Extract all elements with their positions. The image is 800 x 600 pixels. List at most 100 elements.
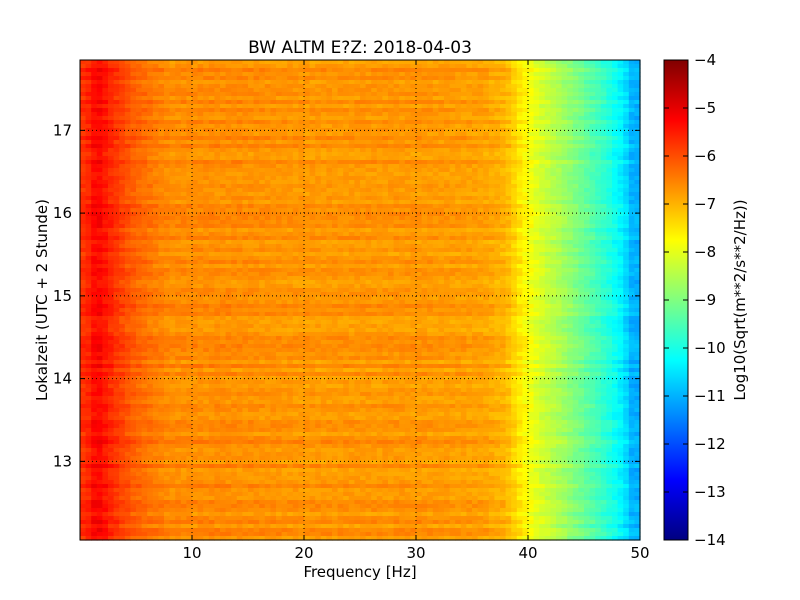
heatmap-cell bbox=[186, 228, 193, 233]
heatmap-cell bbox=[488, 184, 495, 189]
heatmap-cell bbox=[488, 144, 495, 149]
heatmap-cell bbox=[628, 60, 635, 65]
heatmap-cell bbox=[180, 184, 187, 189]
heatmap-cell bbox=[421, 236, 428, 241]
heatmap-cell bbox=[388, 220, 395, 225]
heatmap-cell bbox=[472, 192, 479, 197]
heatmap-cell bbox=[337, 112, 344, 117]
heatmap-cell bbox=[298, 220, 305, 225]
heatmap-cell bbox=[511, 144, 518, 149]
heatmap-cell bbox=[561, 96, 568, 101]
heatmap-cell bbox=[108, 228, 115, 233]
heatmap-cell bbox=[259, 152, 266, 157]
heatmap-cell bbox=[628, 100, 635, 105]
heatmap-cell bbox=[382, 88, 389, 93]
heatmap-cell bbox=[539, 208, 546, 213]
heatmap-cell bbox=[544, 160, 551, 165]
heatmap-cell bbox=[287, 240, 294, 245]
heatmap-cell bbox=[477, 120, 484, 125]
heatmap-cell bbox=[180, 164, 187, 169]
heatmap-cell bbox=[612, 200, 619, 205]
heatmap-cell bbox=[348, 192, 355, 197]
heatmap-cell bbox=[399, 132, 406, 137]
heatmap-cell bbox=[276, 192, 283, 197]
heatmap-cell bbox=[315, 160, 322, 165]
heatmap-cell bbox=[292, 100, 299, 105]
heatmap-cell bbox=[589, 92, 596, 97]
heatmap-cell bbox=[567, 60, 574, 65]
heatmap-cell bbox=[404, 180, 411, 185]
heatmap-cell bbox=[550, 140, 557, 145]
heatmap-cell bbox=[136, 156, 143, 161]
heatmap-cell bbox=[315, 192, 322, 197]
heatmap-cell bbox=[617, 164, 624, 169]
heatmap-cell bbox=[175, 120, 182, 125]
heatmap-cell bbox=[404, 204, 411, 209]
heatmap-cell bbox=[444, 164, 451, 169]
heatmap-cell bbox=[270, 220, 277, 225]
heatmap-cell bbox=[376, 128, 383, 133]
heatmap-cell bbox=[483, 208, 490, 213]
heatmap-cell bbox=[617, 132, 624, 137]
heatmap-cell bbox=[119, 256, 126, 261]
heatmap-cell bbox=[371, 224, 378, 229]
heatmap-cell bbox=[455, 96, 462, 101]
heatmap-cell bbox=[315, 68, 322, 73]
heatmap-cell bbox=[628, 148, 635, 153]
heatmap-cell bbox=[304, 144, 311, 149]
heatmap-cell bbox=[421, 84, 428, 89]
heatmap-cell bbox=[382, 104, 389, 109]
heatmap-cell bbox=[488, 212, 495, 217]
heatmap-cell bbox=[466, 204, 473, 209]
heatmap-cell bbox=[113, 192, 120, 197]
heatmap-cell bbox=[466, 224, 473, 229]
heatmap-cell bbox=[376, 140, 383, 145]
heatmap-cell bbox=[494, 224, 501, 229]
heatmap-cell bbox=[539, 212, 546, 217]
heatmap-cell bbox=[393, 180, 400, 185]
heatmap-cell bbox=[231, 136, 238, 141]
heatmap-cell bbox=[119, 96, 126, 101]
heatmap-cell bbox=[388, 248, 395, 253]
heatmap-cell bbox=[556, 112, 563, 117]
heatmap-cell bbox=[410, 136, 417, 141]
heatmap-cell bbox=[354, 136, 361, 141]
heatmap-cell bbox=[382, 156, 389, 161]
heatmap-cell bbox=[304, 172, 311, 177]
heatmap-cell bbox=[432, 104, 439, 109]
heatmap-cell bbox=[472, 96, 479, 101]
heatmap-cell bbox=[578, 240, 585, 245]
heatmap-cell bbox=[634, 80, 641, 85]
heatmap-cell bbox=[304, 236, 311, 241]
heatmap-cell bbox=[113, 136, 120, 141]
heatmap-cell bbox=[197, 88, 204, 93]
heatmap-cell bbox=[124, 88, 131, 93]
heatmap-cell bbox=[432, 112, 439, 117]
heatmap-cell bbox=[242, 84, 249, 89]
heatmap-cell bbox=[164, 112, 171, 117]
heatmap-cell bbox=[410, 180, 417, 185]
heatmap-cell bbox=[404, 88, 411, 93]
heatmap-cell bbox=[91, 140, 98, 145]
heatmap-cell bbox=[617, 172, 624, 177]
heatmap-cell bbox=[147, 124, 154, 129]
heatmap-cell bbox=[348, 96, 355, 101]
heatmap-cell bbox=[404, 192, 411, 197]
heatmap-cell bbox=[80, 124, 87, 129]
heatmap-cell bbox=[80, 172, 87, 177]
heatmap-cell bbox=[130, 248, 137, 253]
heatmap-cell bbox=[500, 224, 507, 229]
heatmap-cell bbox=[511, 136, 518, 141]
heatmap-cell bbox=[136, 120, 143, 125]
heatmap-cell bbox=[320, 256, 327, 261]
heatmap-cell bbox=[80, 100, 87, 105]
heatmap-cell bbox=[248, 132, 255, 137]
heatmap-cell bbox=[533, 204, 540, 209]
heatmap-cell bbox=[152, 212, 159, 217]
heatmap-cell bbox=[634, 244, 641, 249]
heatmap-cell bbox=[404, 128, 411, 133]
heatmap-cell bbox=[315, 64, 322, 69]
heatmap-cell bbox=[606, 240, 613, 245]
heatmap-cell bbox=[332, 204, 339, 209]
heatmap-cell bbox=[332, 180, 339, 185]
